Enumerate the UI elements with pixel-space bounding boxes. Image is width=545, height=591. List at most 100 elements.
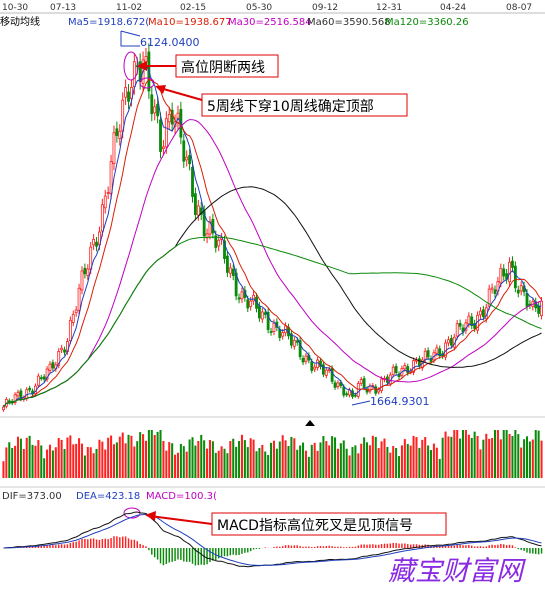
candle [159,119,162,152]
candle [185,156,189,161]
candle [423,350,427,360]
candle [77,287,81,311]
candle [225,255,229,273]
candle [406,366,410,374]
candle [336,382,340,387]
candle [479,310,482,316]
candle [223,240,226,260]
volume-bar [304,450,307,478]
candle [112,132,116,164]
candle [228,267,232,274]
volume-bar [5,447,8,478]
ma5-label: Ma5=1918.672( [68,17,149,28]
volume-bar [467,434,470,478]
volume-bar [174,454,177,478]
date-tick: 10-30 [2,3,28,13]
volume-bar [144,440,147,478]
candle [217,239,221,247]
date-tick: 12-31 [376,3,402,13]
volume-bar [147,430,150,478]
candle [380,378,383,392]
volume-bar [540,440,543,478]
candle [231,268,235,276]
candle [164,118,168,148]
watermark: 藏宝财富网 [388,556,526,587]
volume-bar [168,442,171,478]
volume-bar [383,438,386,478]
volume-bar [528,441,531,478]
candle [426,350,430,358]
ma60-line [3,186,542,408]
volume-bar [520,447,523,478]
volume-bar [78,438,81,478]
candle [467,315,471,325]
volume-bar [453,430,456,478]
volume-bar [179,443,182,478]
candle [109,161,113,194]
candle [269,331,273,333]
candle [74,309,78,314]
volume-bar [502,430,505,478]
volume-bar [403,439,406,478]
volume-bar [459,438,462,478]
volume-bar [249,438,252,478]
candle [80,270,84,291]
volume-bar [409,445,412,478]
candle [447,339,450,344]
candle [246,299,250,309]
volume-bar [537,430,540,478]
volume-bar [354,445,357,478]
volume-bar [130,435,133,478]
candle [525,293,529,307]
candle [455,323,459,337]
volume-bar [272,440,275,478]
volume-bar [197,440,200,478]
volume-bar [348,455,351,478]
volume-bar [482,439,485,478]
volume-bar [319,442,322,478]
volume-bar [377,448,380,478]
candle [68,319,72,342]
volume-bar [491,438,494,478]
volume-bar [31,444,34,478]
candle [45,368,49,380]
candle [150,94,154,115]
annotation-macd-text: MACD指标高位死叉是见顶信号 [217,517,413,534]
candle [339,382,343,387]
candle [301,357,305,363]
candle [86,268,90,276]
candle [298,340,302,358]
volume-bar [104,449,107,478]
volume-bar [389,452,392,478]
volume-bar [441,437,444,478]
volume-bar [80,443,84,478]
volume-bar [124,443,127,478]
candle [263,312,267,315]
candle [42,376,46,380]
volume-bar [121,432,124,478]
annotation-cross: 5周线下穿10周线确定顶部 [155,85,408,117]
date-tick: 11-02 [116,3,142,13]
volume-bar [380,441,383,478]
volume-bar [51,450,54,478]
volume-bar [293,438,296,478]
macd-panel [3,511,543,568]
volume-bar [415,437,418,478]
volume-bar [368,445,371,478]
volume-bar [92,453,95,478]
volume-bar [357,453,360,478]
volume-bar [479,449,482,478]
candle [191,166,194,197]
volume-bar [427,445,430,478]
candle [470,316,474,326]
date-tick: 09-12 [312,3,338,13]
volume-bar [98,439,101,478]
candle [374,386,378,394]
volume-bar [287,445,290,478]
ma120-label: Ma120=3360.26 [385,17,469,28]
dif-label: DIF=373.00 [2,491,62,502]
volume-bar [110,435,113,478]
candle [196,205,200,216]
ma-legend: 移动均线 Ma5=1918.672( Ma10=1938.677 Ma30=25… [0,15,469,28]
volume-bar [43,458,46,478]
